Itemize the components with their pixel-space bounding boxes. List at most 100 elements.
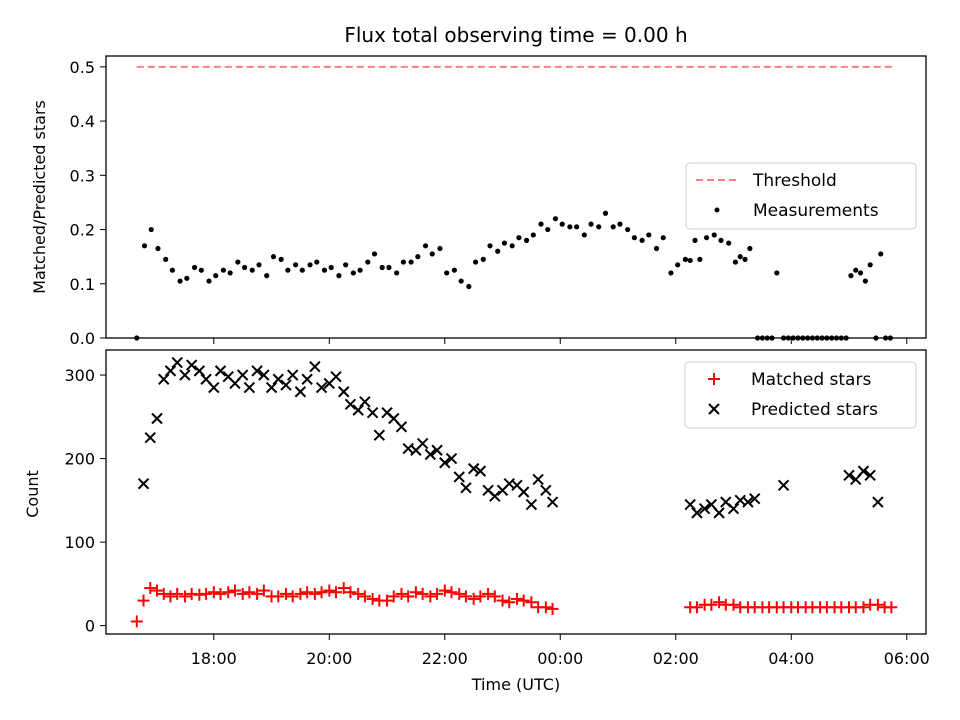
measurement-point — [682, 256, 688, 262]
measurement-point — [567, 224, 573, 230]
predicted-star-point — [742, 496, 754, 508]
predicted-star-point — [171, 356, 183, 369]
measurement-point — [141, 243, 148, 249]
measurement-point — [350, 270, 356, 276]
predicted-star-point — [265, 381, 278, 394]
top-ylabel: Matched/Predicted stars — [30, 100, 49, 294]
legend-predicted-label: Predicted stars — [751, 400, 878, 420]
measurement-point — [697, 256, 703, 262]
measurement-point — [213, 273, 219, 279]
predicted-star-point — [416, 437, 429, 450]
top-legend-box — [685, 162, 917, 230]
top-ytick-label: 0.0 — [70, 329, 95, 348]
matched-star-point — [222, 586, 235, 599]
measurement-point — [848, 273, 854, 279]
top-ytick-label: 0.5 — [70, 58, 95, 77]
measurement-point — [155, 245, 161, 252]
predicted-star-point — [151, 412, 163, 425]
predicted-star-point — [373, 429, 386, 441]
predicted-star-point — [727, 502, 740, 515]
measurement-point — [227, 270, 233, 276]
predicted-star-point — [517, 486, 530, 498]
measurement-point — [523, 237, 530, 243]
predicted-star-point — [713, 507, 725, 519]
top-ytick-label: 0.2 — [70, 221, 95, 240]
matched-star-point — [459, 590, 472, 603]
measurement-point — [480, 256, 486, 262]
measurement-point — [264, 273, 270, 279]
predicted-star-point — [208, 381, 220, 394]
bottom-axes-frame — [105, 349, 927, 635]
measurement-point — [328, 264, 334, 271]
measurement-point — [774, 270, 780, 276]
predicted-star-point — [857, 465, 870, 477]
predicted-star-point — [546, 496, 559, 508]
predicted-star-point — [258, 369, 270, 381]
predicted-star-point — [352, 404, 364, 416]
legend-measurements-label: Measurements — [753, 201, 879, 221]
measurement-point — [256, 262, 262, 268]
matched-star-point — [315, 586, 328, 599]
matched-star-point — [453, 587, 466, 600]
top-marks — [134, 65, 893, 341]
measurement-point — [163, 256, 169, 262]
matched-star-point — [690, 601, 703, 614]
measurement-point — [747, 245, 753, 252]
predicted-star-point — [424, 448, 437, 461]
predicted-star-point — [525, 498, 538, 511]
matched-star-point — [228, 584, 241, 597]
measurement-point — [495, 248, 501, 254]
matched-star-point — [337, 582, 350, 595]
measurement-point — [516, 235, 522, 241]
matched-star-point — [207, 586, 220, 599]
predicted-star-point — [691, 507, 703, 519]
measurement-point — [711, 232, 717, 238]
predicted-star-point — [748, 492, 761, 505]
matched-star-point — [171, 587, 184, 600]
matched-star-point — [387, 590, 400, 603]
top-ytick-label: 0.1 — [70, 275, 95, 294]
matched-star-point — [137, 594, 150, 607]
matched-star-point — [705, 598, 718, 611]
measurement-point — [206, 278, 212, 284]
matched-star-point — [200, 587, 213, 600]
matched-star-point — [525, 596, 538, 609]
matched-star-point — [130, 615, 143, 628]
matched-star-point — [323, 584, 336, 597]
predicted-star-point — [179, 369, 191, 381]
measurement-point — [191, 264, 198, 271]
matched-star-point — [424, 590, 437, 603]
predicted-star-point — [684, 498, 696, 511]
measurement-point — [692, 237, 698, 243]
matched-star-point — [871, 598, 884, 611]
bottom-ytick-label: 300 — [64, 366, 95, 385]
matched-star-point — [496, 594, 509, 607]
measurement-point — [293, 262, 299, 268]
matched-star-point — [438, 584, 451, 597]
matched-star-point — [251, 587, 264, 600]
matched-star-point — [409, 586, 422, 599]
matched-star-point — [243, 586, 256, 599]
measurement-point — [365, 259, 371, 265]
top-ytick-labels: 0.0 0.1 0.2 0.3 0.4 0.5 — [70, 58, 106, 348]
predicted-star-point — [193, 365, 206, 377]
measurement-point — [400, 259, 406, 265]
matched-star-point — [395, 587, 408, 600]
measurement-point — [169, 267, 176, 273]
top-ytick-label: 0.3 — [70, 166, 95, 185]
predicted-star-point — [164, 365, 177, 377]
matched-star-point — [257, 584, 270, 597]
matched-star-point — [330, 586, 343, 599]
bottom-ytick-label: 0 — [85, 617, 95, 636]
measurement-point — [639, 237, 645, 243]
matched-star-point — [885, 601, 898, 614]
predicted-star-point — [532, 473, 544, 486]
predicted-star-point — [467, 462, 480, 475]
measurement-point — [501, 240, 508, 246]
measurement-point — [458, 278, 464, 284]
bottom-xtick-label: 20:00 — [306, 649, 352, 668]
predicted-star-point — [309, 360, 321, 373]
matched-star-point — [431, 587, 444, 600]
predicted-star-point — [453, 471, 465, 483]
